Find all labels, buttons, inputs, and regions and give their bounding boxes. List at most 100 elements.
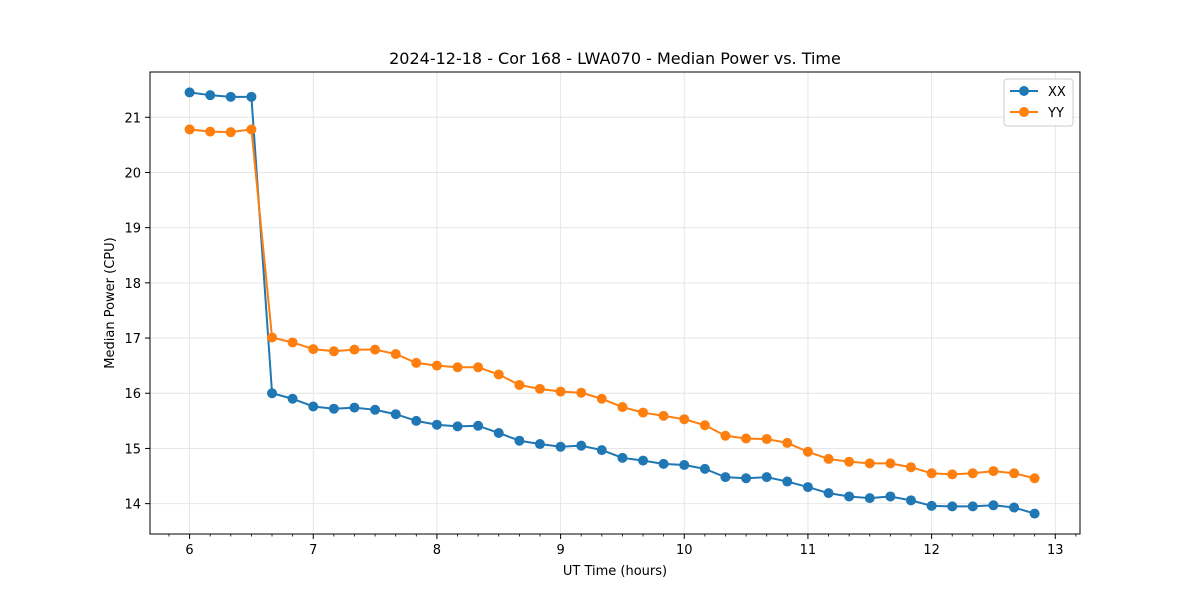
data-point-yy	[926, 468, 937, 479]
data-point-yy	[576, 387, 587, 398]
x-tick-label: 10	[676, 543, 693, 558]
data-point-xx	[761, 472, 772, 483]
data-point-yy	[308, 344, 319, 355]
data-point-yy	[534, 383, 545, 394]
x-tick-label: 6	[185, 543, 193, 558]
x-axis-label: UT Time (hours)	[563, 564, 667, 579]
data-point-xx	[390, 409, 401, 420]
data-point-yy	[473, 362, 484, 373]
data-point-yy	[225, 127, 236, 138]
data-point-yy	[885, 458, 896, 469]
data-point-xx	[555, 441, 566, 452]
data-point-xx	[638, 455, 649, 466]
legend-marker-xx	[1019, 86, 1029, 96]
y-tick-label: 14	[124, 498, 141, 513]
data-point-xx	[576, 440, 587, 451]
data-point-xx	[720, 472, 731, 483]
data-point-yy	[555, 386, 566, 397]
data-point-xx	[1029, 508, 1040, 519]
data-point-xx	[267, 388, 278, 399]
data-point-xx	[534, 439, 545, 450]
x-tick-label: 8	[433, 543, 441, 558]
y-axis-label: Median Power (CPU)	[103, 237, 118, 368]
data-point-xx	[473, 420, 484, 431]
x-tick-label: 9	[556, 543, 564, 558]
x-tick-label: 11	[800, 543, 817, 558]
data-point-yy	[370, 344, 381, 355]
data-point-yy	[802, 446, 813, 457]
data-point-yy	[699, 420, 710, 431]
data-point-xx	[349, 402, 360, 413]
data-point-xx	[328, 403, 339, 414]
data-point-xx	[225, 91, 236, 102]
data-point-yy	[864, 458, 875, 469]
data-point-xx	[370, 404, 381, 415]
data-point-yy	[967, 468, 978, 479]
x-tick-label: 7	[309, 543, 317, 558]
data-point-xx	[926, 500, 937, 511]
data-point-yy	[1029, 473, 1040, 484]
data-point-xx	[287, 393, 298, 404]
data-point-xx	[431, 419, 442, 430]
data-point-yy	[267, 332, 278, 343]
data-point-yy	[287, 337, 298, 348]
x-tick-label: 12	[923, 543, 940, 558]
data-point-xx	[205, 90, 216, 101]
data-point-xx	[967, 501, 978, 512]
data-point-yy	[761, 434, 772, 445]
axis-ticks: 6 7 8 9 10 11 12 13 14 15 16 17 18 19 20 21	[124, 111, 1077, 558]
data-point-xx	[596, 445, 607, 456]
series-yy	[184, 124, 1040, 484]
data-point-xx	[246, 91, 257, 102]
data-point-yy	[905, 462, 916, 473]
plot-frame	[149, 71, 1081, 535]
data-point-xx	[411, 415, 422, 426]
y-tick-label: 15	[124, 442, 141, 457]
data-point-xx	[1009, 502, 1020, 513]
data-point-xx	[782, 476, 793, 487]
data-point-xx	[493, 427, 504, 438]
data-point-yy	[452, 362, 463, 373]
data-point-yy	[638, 407, 649, 418]
data-point-yy	[431, 360, 442, 371]
y-tick-label: 20	[124, 166, 141, 181]
grid	[150, 72, 1080, 534]
data-point-yy	[823, 453, 834, 464]
data-point-xx	[905, 495, 916, 506]
data-point-xx	[184, 87, 195, 98]
data-point-xx	[823, 488, 834, 499]
data-point-yy	[658, 410, 669, 421]
legend-label-yy: YY	[1047, 106, 1064, 121]
data-point-yy	[514, 379, 525, 390]
data-point-yy	[184, 124, 195, 135]
data-point-xx	[679, 460, 690, 470]
y-tick-label: 16	[124, 387, 141, 402]
y-tick-label: 17	[124, 332, 141, 347]
data-point-yy	[679, 414, 690, 425]
chart-title: 2024-12-18 - Cor 168 - LWA070 - Median P…	[389, 49, 841, 68]
data-point-yy	[720, 430, 731, 441]
y-tick-label: 18	[124, 277, 141, 292]
data-point-xx	[864, 493, 875, 504]
data-point-yy	[596, 393, 607, 404]
legend-label-xx: XX	[1048, 85, 1066, 100]
data-point-yy	[988, 466, 999, 477]
data-point-xx	[514, 435, 525, 446]
data-point-xx	[947, 501, 958, 512]
data-point-xx	[452, 421, 463, 432]
data-point-xx	[308, 401, 319, 412]
data-point-yy	[782, 437, 793, 448]
data-point-xx	[988, 500, 999, 511]
legend-marker-yy	[1019, 107, 1029, 117]
y-tick-label: 21	[124, 111, 141, 126]
data-point-xx	[802, 482, 813, 493]
data-point-xx	[741, 473, 752, 484]
data-point-xx	[885, 491, 896, 502]
data-point-yy	[411, 357, 422, 368]
data-point-yy	[741, 433, 752, 444]
x-tick-label: 13	[1047, 543, 1064, 558]
data-point-yy	[349, 344, 360, 355]
legend: XX YY	[1003, 78, 1074, 127]
